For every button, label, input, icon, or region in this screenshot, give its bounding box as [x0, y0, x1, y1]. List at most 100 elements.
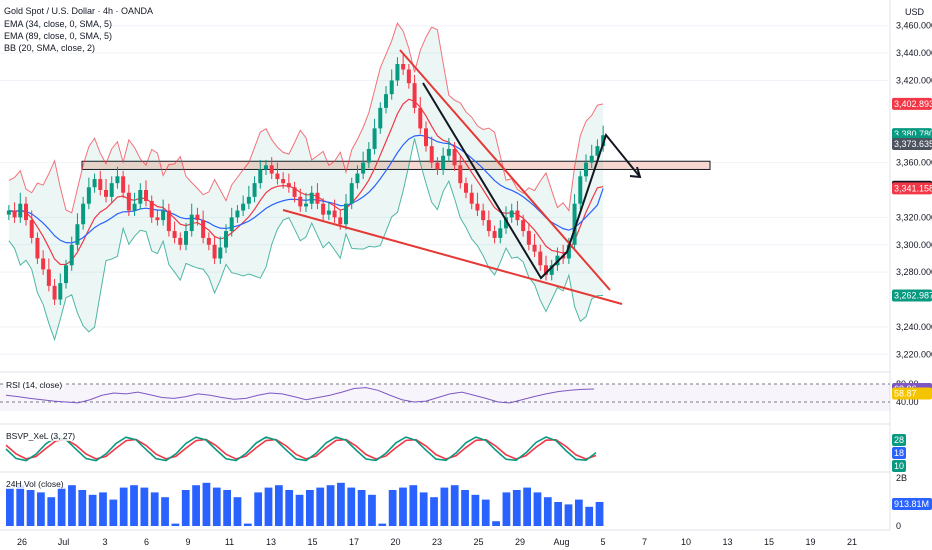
candle-body [144, 190, 148, 201]
candle-body [538, 251, 543, 266]
candle-body [389, 80, 394, 95]
volume-bar [26, 490, 35, 526]
bsvp-fast-line [5, 436, 597, 462]
resistance-zone [81, 160, 711, 170]
candle-body [12, 210, 17, 218]
candle-body [332, 210, 337, 218]
volume-tick-label: 2B [896, 473, 907, 483]
volume-legend[interactable]: 24H Vol (close) [4, 479, 66, 489]
candle-body [315, 192, 320, 204]
candle-body [515, 210, 520, 221]
bb-upper-line [8, 22, 604, 214]
candle-body [115, 176, 120, 184]
volume-bar [419, 492, 428, 526]
trend-drawings [282, 49, 642, 305]
candle-body [86, 187, 91, 204]
volume-bar [109, 499, 118, 526]
candle-body [41, 258, 46, 270]
candle-body [424, 128, 428, 147]
candle-body [384, 94, 388, 108]
wedge-lower-line [282, 209, 623, 305]
candle-body [418, 107, 423, 129]
volume-bar [99, 492, 107, 526]
bsvp-tag-label: 28 [894, 435, 904, 445]
candle-body [361, 162, 366, 174]
candle-body [178, 237, 183, 245]
arrow-head-icon [629, 166, 642, 179]
candle-body [126, 192, 131, 211]
ema89-legend[interactable]: EMA (89, close, 0, SMA, 5) [4, 31, 113, 41]
candle-body [64, 265, 68, 284]
volume-bar [543, 497, 552, 526]
volume-bar [430, 497, 438, 526]
volume-bar [130, 485, 138, 526]
price-tick-label: 3,360.000 [896, 158, 932, 168]
candle-body [452, 148, 457, 166]
currency-label[interactable]: USD [904, 7, 924, 17]
bsvp-legend[interactable]: BSVP_XeL (3, 27) [4, 431, 78, 441]
volume-bar [16, 485, 25, 526]
ema34-legend[interactable]: EMA (34, close, 0, SMA, 5) [4, 19, 113, 29]
volume-bar [254, 492, 263, 526]
volume-bar [295, 494, 304, 526]
time-tick-label: 11 [225, 537, 234, 547]
candle-body [35, 237, 40, 259]
candle-body [492, 231, 497, 238]
rsi-tag [892, 387, 932, 400]
price-tick-label: 3,320.000 [896, 212, 932, 222]
volume-bar [533, 492, 542, 526]
candle-body [24, 203, 28, 221]
bb-legend[interactable]: BB (20, SMA, close, 2) [4, 43, 96, 53]
price-tick-label: 3,240.000 [896, 322, 932, 332]
candle-body [121, 176, 126, 193]
rsi-tick-label: 40.00 [896, 397, 919, 407]
candle-body [435, 162, 440, 170]
rsi-legend[interactable]: RSI (14, close) [4, 380, 65, 390]
candle-body [132, 203, 137, 211]
candle-body [189, 214, 194, 232]
volume-bar [181, 490, 190, 526]
volume-bar [202, 482, 211, 526]
candle-body [58, 283, 63, 300]
volume-bar [502, 492, 511, 526]
candle-body [212, 244, 217, 259]
price-axis[interactable]: 3,460.000 3,440.000 3,420.000 3,360.000 3,32… [892, 21, 932, 360]
time-tick-label: 6 [144, 537, 149, 547]
volume-bar [326, 485, 335, 526]
time-tick-label: Aug [553, 537, 569, 547]
candle-body [486, 220, 491, 232]
volume-bar [192, 485, 200, 526]
volume-tag-label: 913.81M [894, 499, 929, 509]
candle-body [218, 247, 223, 259]
candle-body [304, 203, 308, 207]
volume-bar [357, 490, 366, 526]
candle-body [98, 179, 103, 190]
candle-body [578, 176, 583, 204]
volume-pane: 2B 0 913.81M [6, 473, 932, 531]
volume-bar [347, 487, 356, 526]
volume-bar [440, 487, 449, 526]
time-tick-label: 25 [473, 537, 483, 547]
volume-bar [523, 487, 531, 526]
volume-bar [450, 485, 459, 526]
candle-body [155, 217, 160, 221]
rsi-line [5, 387, 595, 404]
candle-body [138, 190, 143, 204]
volume-bar [388, 490, 397, 526]
time-tick-label: 19 [805, 537, 815, 547]
price-tick-label: 3,280.000 [896, 267, 932, 277]
candle-body [475, 203, 480, 211]
candle-body [544, 265, 548, 275]
volume-bar [461, 490, 469, 526]
candle-body [349, 183, 354, 204]
bsvp-tag [892, 434, 906, 446]
candle-body [595, 146, 600, 156]
time-axis[interactable]: 26 Jul 3 6 9 11 13 15 17 20 23 25 29 Aug 5 7 10 13 15 19 21 [17, 537, 857, 547]
candles [6, 54, 606, 306]
candle-body [224, 231, 228, 248]
candle-body [92, 179, 97, 188]
price-tag [892, 97, 932, 110]
time-tick-label: 21 [847, 537, 857, 547]
wedge-upper-line [399, 49, 611, 291]
